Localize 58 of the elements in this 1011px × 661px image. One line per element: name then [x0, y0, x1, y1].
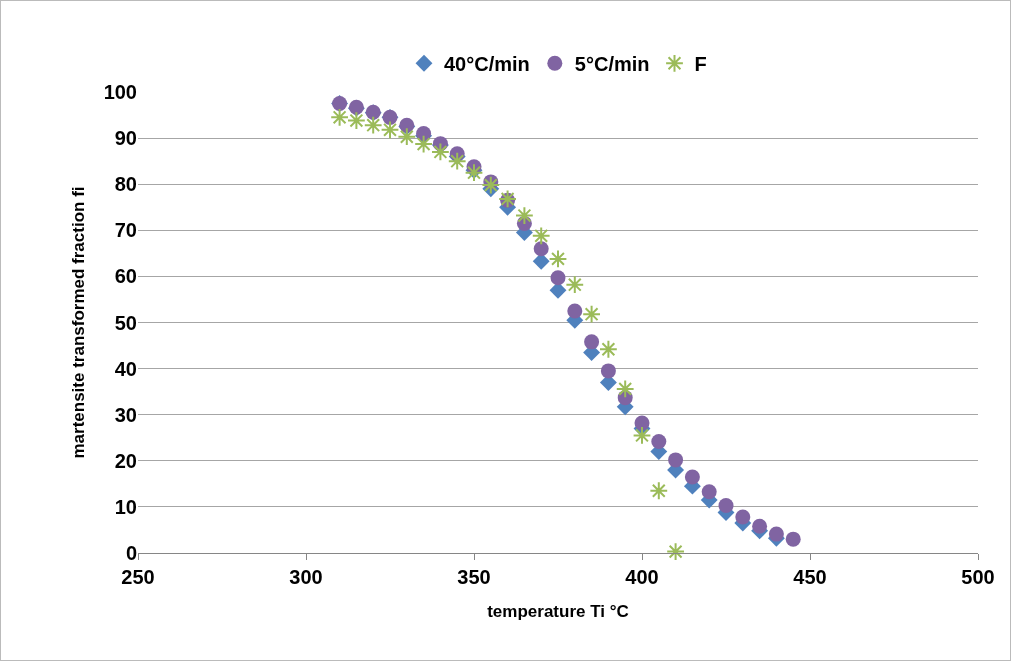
point: [550, 270, 566, 286]
point: [752, 518, 768, 534]
point: [634, 415, 650, 431]
point: [668, 452, 684, 468]
point: [548, 249, 568, 269]
point: [701, 484, 717, 500]
legend-label: 40°C/min: [444, 53, 530, 76]
y-tick-label: 40: [114, 357, 137, 380]
point: [533, 241, 549, 257]
x-tick-label: 450: [793, 566, 827, 588]
point: [651, 433, 667, 449]
point: [584, 334, 600, 350]
point: [684, 469, 700, 485]
y-tick-label: 80: [114, 173, 137, 196]
y-tick-label: 10: [114, 495, 137, 518]
y-tick-label: 100: [103, 81, 137, 103]
point: [397, 127, 417, 147]
x-tick-label: 350: [457, 566, 491, 588]
point: [414, 134, 433, 154]
point: [599, 339, 618, 359]
y-tick-label: 30: [114, 403, 137, 426]
y-tick-label: 90: [114, 127, 137, 150]
point: [567, 303, 583, 319]
point: [565, 275, 585, 295]
point: [464, 163, 484, 183]
x-tick-label: 250: [121, 566, 155, 588]
point: [481, 175, 501, 195]
point: [768, 526, 784, 542]
point: [363, 115, 383, 135]
point: [600, 363, 616, 379]
point: [515, 206, 534, 225]
y-tick-label: 70: [114, 219, 137, 242]
point: [431, 142, 450, 162]
point: [649, 481, 669, 501]
point: [785, 531, 801, 547]
y-tick-label: 20: [114, 449, 137, 472]
legend-label: F: [694, 53, 707, 76]
point: [735, 509, 751, 525]
point: [632, 426, 652, 445]
x-axis-title: temperature Ti °C: [487, 602, 629, 622]
point: [347, 111, 366, 130]
point: [615, 379, 635, 399]
y-tick-label: 50: [114, 311, 137, 334]
point: [380, 120, 400, 140]
y-tick-label: 60: [114, 265, 137, 288]
point: [666, 542, 685, 562]
x-tick-label: 300: [289, 566, 323, 588]
x-tick-label: 500: [961, 566, 995, 588]
point: [447, 151, 467, 171]
y-axis-title: martensite transformed fraction fi: [69, 186, 89, 459]
x-tick-label: 400: [625, 566, 659, 588]
legend-label: 5°C/min: [574, 53, 650, 76]
y-tick-label: 0: [125, 542, 137, 564]
point: [330, 107, 349, 127]
point: [718, 498, 734, 514]
point: [531, 226, 551, 246]
point: [582, 304, 601, 324]
point: [416, 125, 432, 141]
